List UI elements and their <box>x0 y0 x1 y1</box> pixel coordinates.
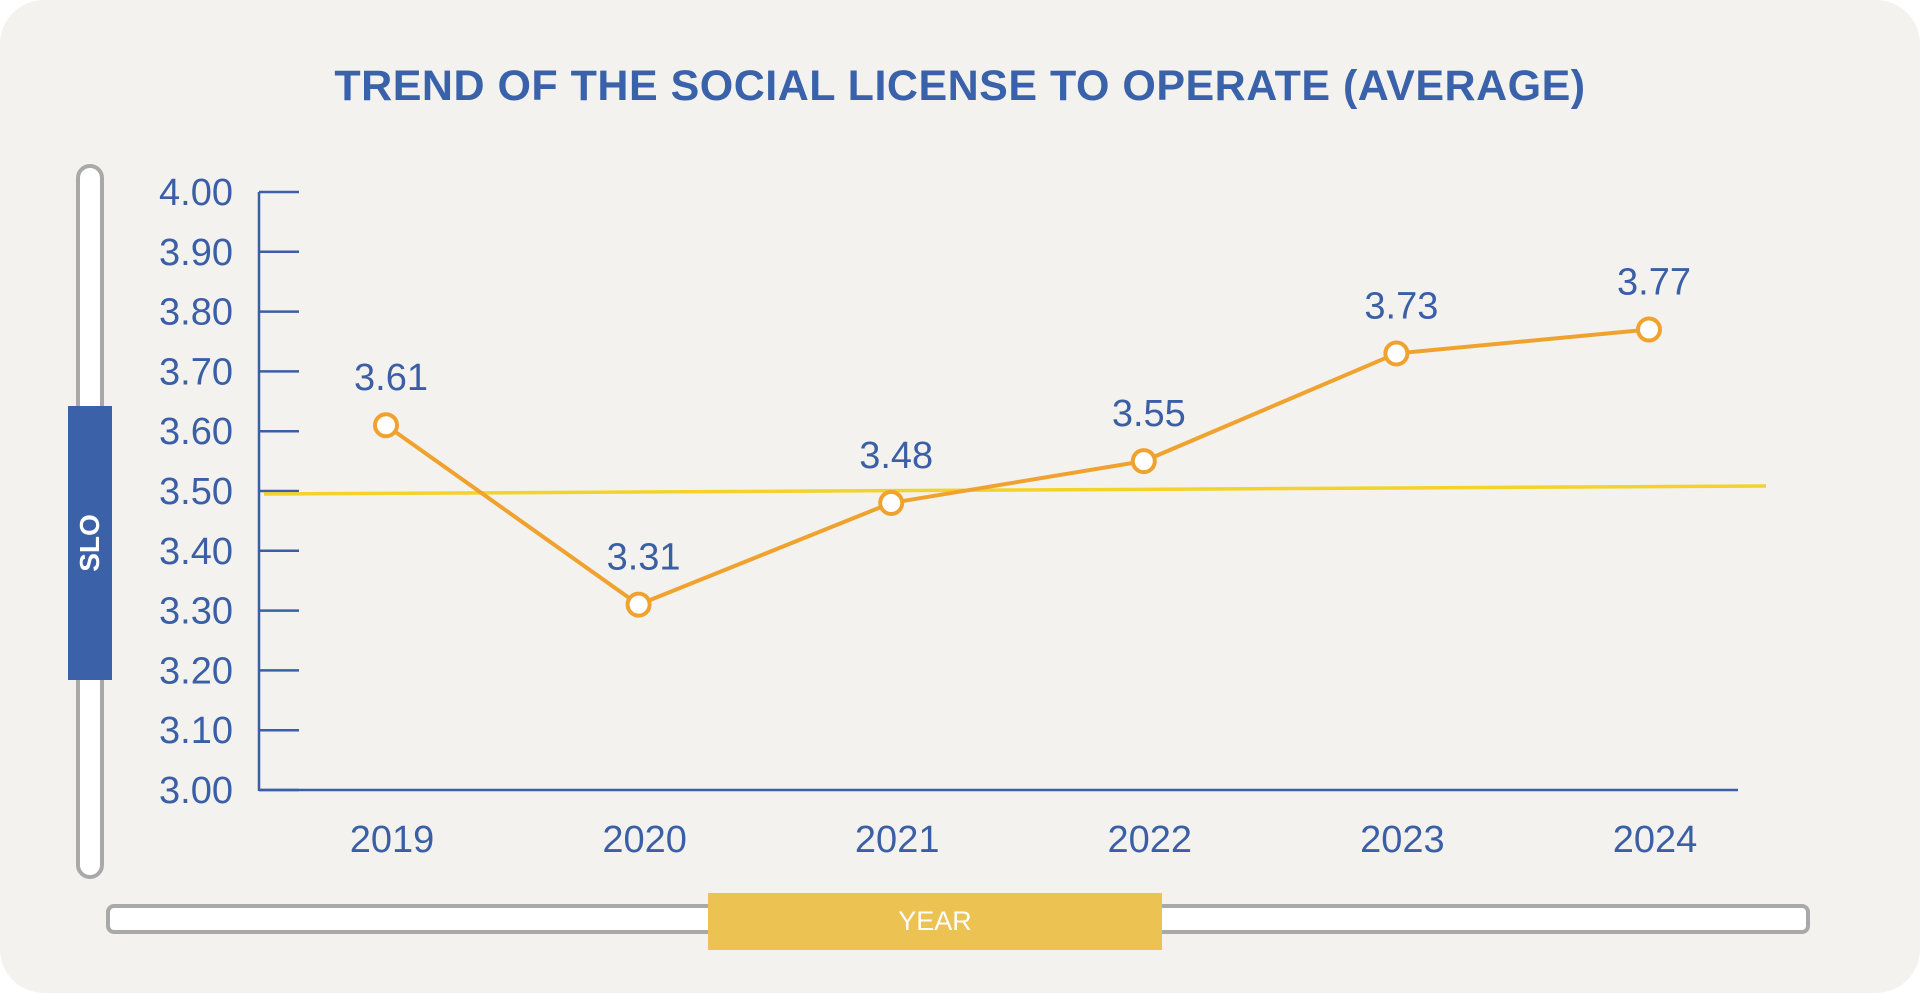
x-axis-scrollbar-thumb[interactable]: YEAR <box>708 893 1162 950</box>
x-tick-label: 2022 <box>1108 819 1193 861</box>
data-label: 3.31 <box>607 537 681 579</box>
data-point <box>1383 340 1410 367</box>
data-point <box>1130 448 1157 475</box>
series-line <box>384 327 1650 607</box>
chart-title: TREND OF THE SOCIAL LICENSE TO OPERATE (… <box>334 62 1586 110</box>
data-point <box>1636 316 1662 343</box>
x-tick-label: 2019 <box>350 819 435 861</box>
x-tick-label: 2020 <box>602 819 687 861</box>
y-tick-label: 3.60 <box>159 411 233 453</box>
y-tick-label: 4.00 <box>159 172 233 214</box>
data-point <box>625 591 652 618</box>
y-tick-label: 3.20 <box>159 650 233 692</box>
y-tick-label: 3.70 <box>159 351 233 393</box>
y-tick-label: 3.00 <box>159 770 233 812</box>
data-label: 3.48 <box>859 435 933 477</box>
data-label: 3.73 <box>1364 285 1438 327</box>
data-point <box>373 412 399 439</box>
reference-line <box>263 484 1767 496</box>
y-tick-label: 3.30 <box>159 591 233 633</box>
x-axis-title: YEAR <box>898 906 972 936</box>
y-tick-label: 3.90 <box>159 232 233 274</box>
y-axis-scrollbar-thumb[interactable]: SLO <box>68 406 112 680</box>
data-point <box>878 489 905 516</box>
x-tick-label: 2021 <box>855 819 940 861</box>
y-tick-label: 3.50 <box>159 471 233 513</box>
y-tick-label: 3.10 <box>159 710 233 752</box>
y-tick-label: 3.40 <box>159 531 233 573</box>
data-label: 3.55 <box>1112 393 1186 435</box>
x-tick-label: 2024 <box>1613 819 1698 861</box>
data-label: 3.77 <box>1617 262 1691 304</box>
x-tick-label: 2023 <box>1360 819 1445 861</box>
data-label: 3.61 <box>354 357 428 399</box>
y-tick-label: 3.80 <box>159 292 233 334</box>
